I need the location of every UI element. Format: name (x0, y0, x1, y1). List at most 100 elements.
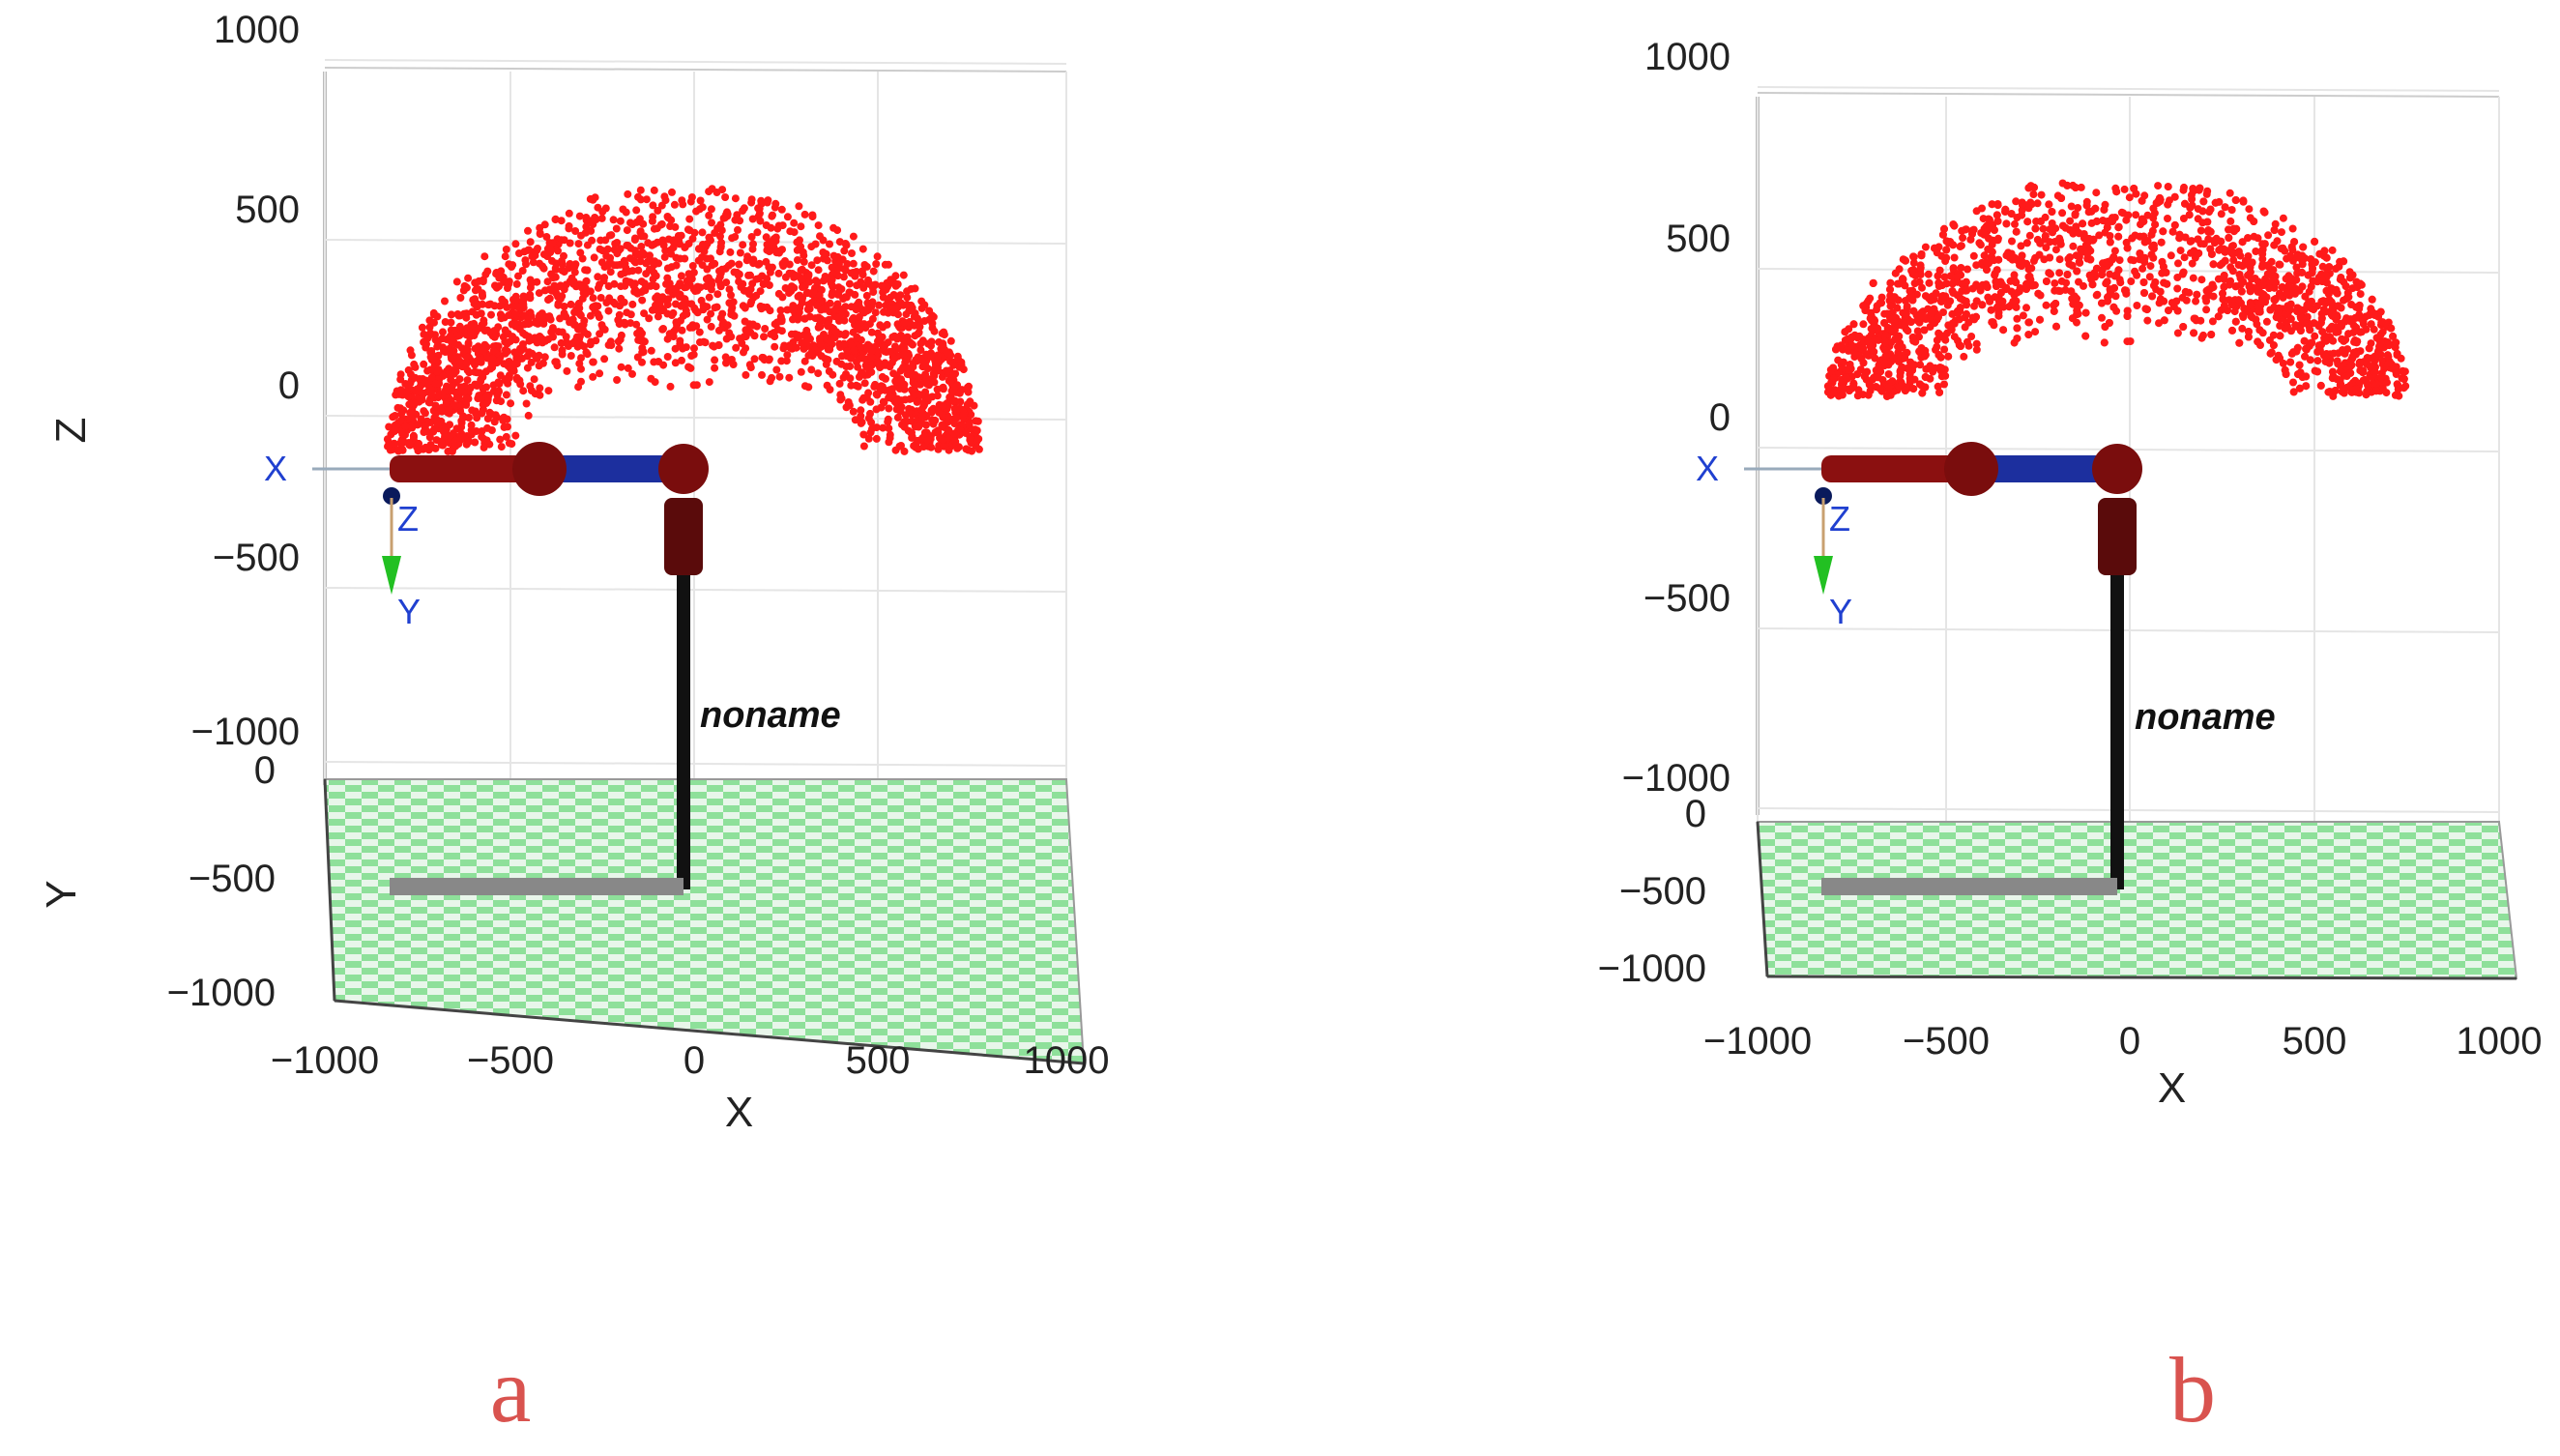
workspace-point (427, 392, 436, 399)
workspace-point (1940, 380, 1948, 389)
workspace-point (1993, 282, 2000, 290)
workspace-point (716, 313, 725, 322)
workspace-point (647, 346, 655, 355)
workspace-point (577, 364, 585, 373)
workspace-point (2160, 316, 2168, 325)
workspace-point (567, 300, 575, 308)
workspace-point (636, 186, 645, 194)
workspace-point (708, 185, 716, 193)
robot-shadow (390, 878, 684, 895)
workspace-point (1854, 351, 1863, 360)
workspace-point (471, 344, 480, 353)
workspace-point (717, 226, 726, 235)
workspace-point (470, 300, 479, 308)
workspace-point (759, 280, 768, 288)
workspace-point (464, 274, 473, 282)
workspace-point (2225, 234, 2233, 242)
workspace-point (799, 248, 807, 256)
workspace-point (2252, 315, 2260, 324)
workspace-point (2198, 207, 2207, 216)
workspace-point (2356, 290, 2365, 299)
gridline-z (324, 761, 1067, 767)
workspace-point (839, 295, 848, 303)
workspace-point (1940, 224, 1948, 233)
workspace-point (843, 260, 852, 268)
workspace-point (725, 285, 734, 294)
workspace-point (851, 416, 859, 424)
workspace-point (571, 227, 580, 235)
workspace-point (1901, 281, 1909, 290)
workspace-point (2221, 256, 2229, 265)
workspace-point (2257, 294, 2266, 303)
workspace-point (1941, 371, 1950, 380)
workspace-point (535, 289, 543, 298)
workspace-point (2238, 324, 2247, 333)
workspace-point (864, 276, 872, 284)
workspace-point (2151, 278, 2160, 286)
workspace-point (746, 300, 755, 308)
workspace-point (2206, 205, 2215, 214)
workspace-point (574, 301, 582, 309)
workspace-point (2269, 341, 2278, 350)
workspace-point (642, 270, 651, 278)
workspace-point (886, 434, 894, 443)
workspace-point (826, 240, 833, 248)
workspace-point (849, 259, 858, 268)
workspace-point (1972, 339, 1981, 348)
workspace-point (793, 246, 801, 254)
workspace-point (518, 267, 527, 275)
workspace-point (2352, 385, 2361, 393)
workspace-point (417, 415, 425, 423)
workspace-point (2128, 234, 2137, 243)
workspace-point (821, 273, 829, 280)
workspace-point (846, 374, 855, 383)
frame-label-x: X (1696, 449, 1719, 488)
workspace-point (766, 377, 774, 386)
workspace-point (2013, 324, 2022, 333)
workspace-point (868, 283, 877, 292)
workspace-point (2286, 251, 2295, 260)
workspace-point (439, 371, 448, 380)
robot-name-label: noname (700, 695, 841, 736)
workspace-point (670, 200, 679, 209)
workspace-point (690, 228, 699, 237)
gridline-z (1757, 627, 2500, 633)
workspace-point (695, 245, 703, 253)
workspace-point (2173, 306, 2182, 315)
workspace-point (2140, 289, 2148, 297)
workspace-point (445, 370, 453, 379)
workspace-point (427, 373, 436, 382)
workspace-point (662, 279, 670, 288)
workspace-point (873, 252, 882, 261)
workspace-point (923, 436, 932, 445)
workspace-point (1881, 359, 1890, 367)
workspace-point (642, 195, 651, 204)
workspace-point (663, 301, 672, 309)
workspace-point (681, 243, 689, 251)
workspace-point (506, 337, 514, 346)
workspace-point (828, 276, 836, 284)
workspace-point (2371, 368, 2379, 376)
workspace-point (575, 309, 584, 318)
workspace-point (1858, 345, 1867, 353)
workspace-point (527, 358, 536, 366)
workspace-point (637, 243, 646, 250)
workspace-point (503, 415, 511, 423)
workspace-point (481, 367, 490, 376)
workspace-point (2194, 215, 2202, 223)
workspace-point (1935, 281, 1943, 290)
workspace-point (620, 298, 628, 306)
workspace-point (452, 277, 461, 286)
workspace-point (899, 350, 908, 359)
workspace-point (2258, 249, 2267, 258)
workspace-point (1849, 320, 1858, 329)
workspace-point (2394, 381, 2402, 390)
workspace-point (536, 384, 544, 393)
workspace-point (2069, 229, 2078, 238)
workspace-point (432, 416, 441, 424)
workspace-point (2031, 328, 2040, 336)
workspace-point (1993, 211, 2001, 219)
workspace-point (2046, 238, 2054, 247)
workspace-point (740, 333, 748, 341)
workspace-point (1859, 359, 1868, 367)
